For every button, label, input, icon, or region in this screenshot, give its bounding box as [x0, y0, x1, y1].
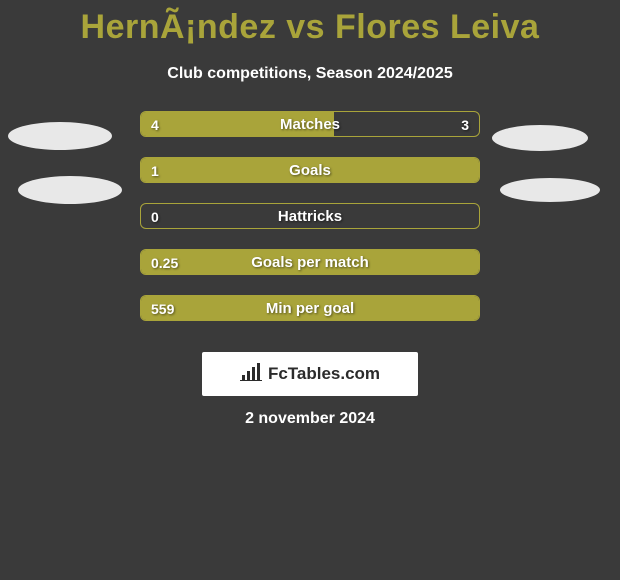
page-title: HernÃ¡ndez vs Flores Leiva: [0, 0, 620, 47]
stat-bar: Matches43: [140, 111, 480, 137]
decorative-ellipse: [18, 176, 122, 204]
stat-bar-fill: [141, 158, 479, 182]
stat-value-right: 3: [461, 112, 469, 137]
stat-row: Hattricks0: [0, 203, 620, 249]
bar-chart-icon: [240, 363, 262, 386]
stat-bar-fill: [141, 250, 479, 274]
stat-value-left: 0: [151, 204, 159, 229]
decorative-ellipse: [492, 125, 588, 151]
stat-bar-fill: [141, 296, 479, 320]
source-badge[interactable]: FcTables.com: [202, 352, 418, 396]
stat-bar-fill: [141, 112, 334, 136]
decorative-ellipse: [500, 178, 600, 202]
stat-bar: Goals1: [140, 157, 480, 183]
subtitle: Club competitions, Season 2024/2025: [0, 65, 620, 83]
stat-label: Hattricks: [141, 204, 479, 229]
date-label: 2 november 2024: [0, 410, 620, 428]
decorative-ellipse: [8, 122, 112, 150]
stat-bar: Hattricks0: [140, 203, 480, 229]
stat-row: Min per goal559: [0, 295, 620, 341]
stat-bar: Goals per match0.25: [140, 249, 480, 275]
source-badge-label: FcTables.com: [268, 364, 380, 384]
stat-row: Goals per match0.25: [0, 249, 620, 295]
stat-bar: Min per goal559: [140, 295, 480, 321]
